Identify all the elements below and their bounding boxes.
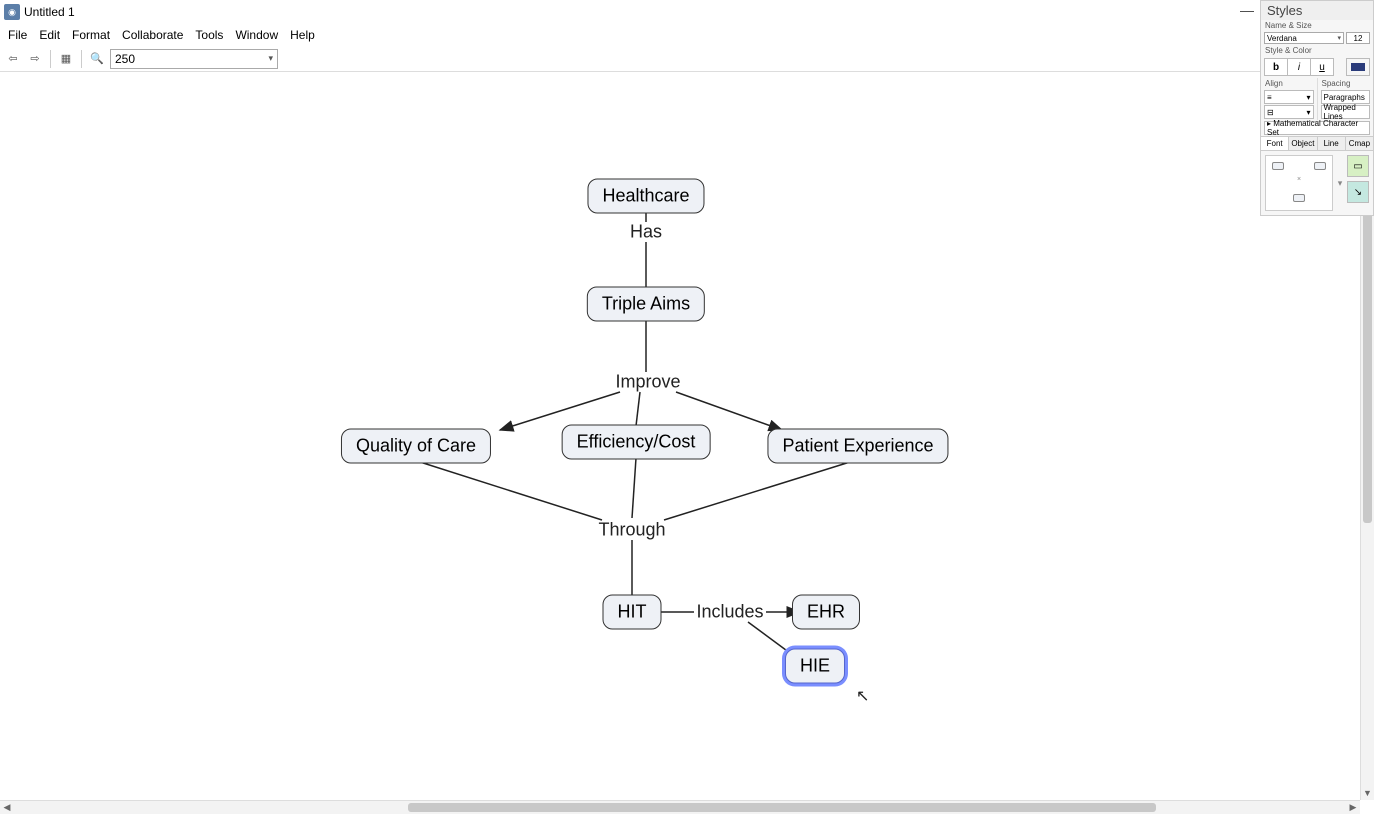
edge-label-has[interactable]: Has (628, 222, 664, 243)
font-name-select[interactable]: Verdana ▾ (1264, 32, 1344, 44)
separator (50, 50, 51, 68)
spacing-label: Spacing (1318, 78, 1374, 89)
text-color-button[interactable] (1346, 58, 1370, 76)
align-label: Align (1261, 78, 1317, 89)
add-node-button[interactable]: ▭ (1347, 155, 1369, 177)
scroll-thumb[interactable] (408, 803, 1156, 812)
search-icon[interactable]: 🔍 (88, 50, 106, 68)
app-icon: ◉ (4, 4, 20, 20)
edge-label-includes[interactable]: Includes (694, 602, 765, 623)
font-name-value: Verdana (1267, 34, 1297, 43)
node-efficiency[interactable]: Efficiency/Cost (562, 425, 711, 460)
menu-help[interactable]: Help (284, 26, 321, 44)
node-patient[interactable]: Patient Experience (767, 429, 948, 464)
zoom-value: 250 (115, 52, 135, 66)
scroll-left-icon[interactable]: ◀ (0, 801, 14, 814)
diagram-canvas[interactable]: Has Improve Through Includes Healthcare Tripl… (0, 72, 1374, 800)
toolbar: ⇦ ⇨ ▦ 🔍 250 ▾ (0, 46, 1374, 72)
menu-window[interactable]: Window (229, 26, 284, 44)
template-thumbnail[interactable]: × (1265, 155, 1333, 211)
menu-collaborate[interactable]: Collaborate (116, 26, 189, 44)
menu-format[interactable]: Format (66, 26, 116, 44)
canvas-viewport[interactable]: Has Improve Through Includes Healthcare Tripl… (0, 72, 1374, 800)
minimize-icon[interactable]: — (1240, 2, 1254, 18)
tab-font[interactable]: Font (1261, 137, 1289, 150)
align-h-select[interactable]: ≡▾ (1264, 90, 1314, 104)
style-color-label: Style & Color (1261, 45, 1373, 56)
tab-cmap[interactable]: Cmap (1346, 137, 1373, 150)
nav-back-icon[interactable]: ⇦ (4, 50, 22, 68)
edge-label-through[interactable]: Through (596, 520, 667, 541)
tab-object[interactable]: Object (1289, 137, 1317, 150)
align-v-select[interactable]: ⊟▾ (1264, 105, 1314, 119)
horizontal-scrollbar[interactable]: ◀ ▶ (0, 800, 1360, 814)
menu-file[interactable]: File (2, 26, 33, 44)
add-link-button[interactable]: ↘ (1347, 181, 1369, 203)
menu-edit[interactable]: Edit (33, 26, 66, 44)
node-ehr[interactable]: EHR (792, 595, 860, 630)
paragraphs-input[interactable]: Paragraphs (1321, 90, 1371, 104)
name-size-label: Name & Size (1261, 20, 1373, 31)
panel-title: Styles (1261, 1, 1373, 20)
chevron-down-icon: ▾ (268, 53, 273, 64)
node-healthcare[interactable]: Healthcare (587, 179, 704, 214)
style-tabs: Font Object Line Cmap (1261, 136, 1373, 151)
view-icon[interactable]: ▦ (57, 50, 75, 68)
styles-panel: Styles Name & Size Verdana ▾ 12 Style & … (1260, 0, 1374, 216)
font-size-value: 12 (1354, 34, 1363, 43)
wrapped-lines-input[interactable]: Wrapped Lines (1321, 105, 1371, 119)
edge-label-improve[interactable]: Improve (613, 372, 682, 393)
scroll-right-icon[interactable]: ▶ (1346, 801, 1360, 814)
cursor-icon: ↖ (856, 686, 869, 706)
scroll-down-icon[interactable]: ▼ (1361, 786, 1374, 800)
underline-button[interactable]: u (1310, 58, 1334, 76)
window-title: Untitled 1 (24, 5, 75, 19)
node-hie[interactable]: HIE (785, 649, 845, 684)
node-triple[interactable]: Triple Aims (587, 287, 705, 322)
bold-button[interactable]: b (1264, 58, 1288, 76)
math-charset-toggle[interactable]: ▸ Mathematical Character Set (1264, 121, 1370, 135)
template-preview: × ▾ ▭ ↘ (1261, 151, 1373, 215)
chevron-down-icon: ▾ (1337, 34, 1341, 42)
node-quality[interactable]: Quality of Care (341, 429, 491, 464)
italic-button[interactable]: i (1287, 58, 1311, 76)
separator (81, 50, 82, 68)
nav-forward-icon[interactable]: ⇨ (26, 50, 44, 68)
title-bar: ◉ Untitled 1 (0, 0, 1374, 24)
node-hit[interactable]: HIT (603, 595, 662, 630)
zoom-select[interactable]: 250 ▾ (110, 49, 278, 69)
tab-line[interactable]: Line (1318, 137, 1346, 150)
font-size-input[interactable]: 12 (1346, 32, 1370, 44)
menu-bar: File Edit Format Collaborate Tools Windo… (0, 24, 1374, 46)
menu-tools[interactable]: Tools (189, 26, 229, 44)
